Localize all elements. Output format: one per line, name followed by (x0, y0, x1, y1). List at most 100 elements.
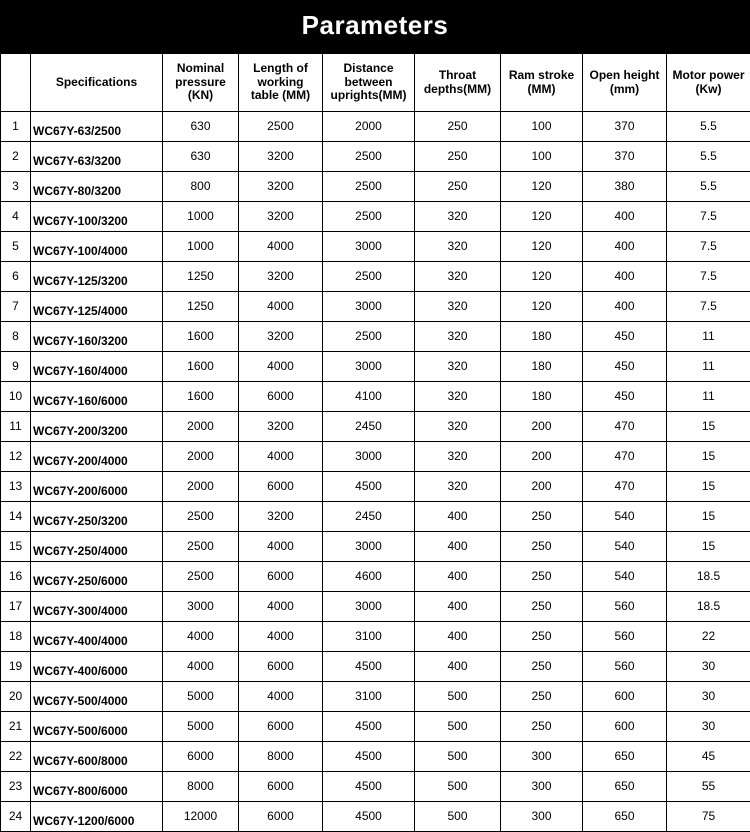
row-value: 15 (667, 412, 750, 442)
row-spec: WC67Y-125/4000 (31, 292, 163, 322)
row-spec: WC67Y-200/3200 (31, 412, 163, 442)
row-value: 320 (415, 292, 501, 322)
row-value: 630 (163, 142, 239, 172)
row-value: 4500 (323, 742, 415, 772)
row-spec: WC67Y-100/4000 (31, 232, 163, 262)
row-value: 540 (583, 562, 667, 592)
row-value: 450 (583, 352, 667, 382)
row-value: 1250 (163, 262, 239, 292)
row-value: 1600 (163, 322, 239, 352)
row-value: 4500 (323, 802, 415, 832)
col-header-throat-depths: Throat depths(MM) (415, 54, 501, 112)
row-index: 23 (1, 772, 31, 802)
row-spec: WC67Y-160/3200 (31, 322, 163, 352)
row-value: 370 (583, 142, 667, 172)
row-value: 500 (415, 682, 501, 712)
row-value: 7.5 (667, 262, 750, 292)
col-header-specifications: Specifications (31, 54, 163, 112)
row-value: 2500 (323, 172, 415, 202)
row-spec: WC67Y-500/4000 (31, 682, 163, 712)
row-value: 400 (583, 232, 667, 262)
row-index: 22 (1, 742, 31, 772)
row-spec: WC67Y-160/4000 (31, 352, 163, 382)
row-value: 4000 (239, 532, 323, 562)
row-value: 320 (415, 262, 501, 292)
row-value: 15 (667, 502, 750, 532)
row-value: 300 (501, 742, 583, 772)
table-row: 11WC67Y-200/320020003200245032020047015 (1, 412, 750, 442)
row-value: 320 (415, 472, 501, 502)
row-value: 5.5 (667, 112, 750, 142)
row-value: 600 (583, 682, 667, 712)
row-value: 4000 (239, 232, 323, 262)
row-value: 6000 (239, 652, 323, 682)
row-value: 3000 (323, 232, 415, 262)
table-head: Specifications Nominal pressure (KN) Len… (1, 54, 750, 112)
row-value: 3200 (239, 502, 323, 532)
row-index: 1 (1, 112, 31, 142)
row-value: 300 (501, 772, 583, 802)
row-value: 6000 (239, 472, 323, 502)
row-value: 3000 (323, 532, 415, 562)
col-header-nominal-pressure: Nominal pressure (KN) (163, 54, 239, 112)
row-index: 2 (1, 142, 31, 172)
row-index: 9 (1, 352, 31, 382)
row-spec: WC67Y-1200/6000 (31, 802, 163, 832)
row-value: 45 (667, 742, 750, 772)
row-value: 2000 (323, 112, 415, 142)
row-index: 7 (1, 292, 31, 322)
row-index: 3 (1, 172, 31, 202)
row-value: 55 (667, 772, 750, 802)
row-value: 400 (415, 652, 501, 682)
row-spec: WC67Y-300/4000 (31, 592, 163, 622)
col-header-working-table-length: Length of working table (MM) (239, 54, 323, 112)
row-value: 250 (501, 532, 583, 562)
row-value: 500 (415, 802, 501, 832)
table-row: 20WC67Y-500/400050004000310050025060030 (1, 682, 750, 712)
row-spec: WC67Y-800/6000 (31, 772, 163, 802)
row-index: 13 (1, 472, 31, 502)
row-value: 630 (163, 112, 239, 142)
row-value: 7.5 (667, 232, 750, 262)
row-value: 2000 (163, 412, 239, 442)
row-value: 6000 (239, 382, 323, 412)
row-value: 5000 (163, 712, 239, 742)
row-value: 30 (667, 712, 750, 742)
row-value: 2500 (323, 202, 415, 232)
row-value: 6000 (163, 742, 239, 772)
row-value: 370 (583, 112, 667, 142)
row-index: 16 (1, 562, 31, 592)
row-value: 180 (501, 382, 583, 412)
row-value: 400 (583, 202, 667, 232)
col-header-motor-power: Motor power (Kw) (667, 54, 750, 112)
row-spec: WC67Y-100/3200 (31, 202, 163, 232)
row-value: 1000 (163, 202, 239, 232)
row-value: 2000 (163, 472, 239, 502)
row-value: 250 (501, 652, 583, 682)
table-row: 2WC67Y-63/3200630320025002501003705.5 (1, 142, 750, 172)
row-index: 17 (1, 592, 31, 622)
table-row: 15WC67Y-250/400025004000300040025054015 (1, 532, 750, 562)
row-value: 250 (501, 502, 583, 532)
row-value: 2500 (163, 502, 239, 532)
row-spec: WC67Y-200/4000 (31, 442, 163, 472)
row-value: 4000 (239, 682, 323, 712)
row-value: 7.5 (667, 202, 750, 232)
row-value: 540 (583, 532, 667, 562)
row-index: 6 (1, 262, 31, 292)
row-value: 15 (667, 442, 750, 472)
row-spec: WC67Y-63/3200 (31, 142, 163, 172)
row-spec: WC67Y-250/4000 (31, 532, 163, 562)
row-value: 450 (583, 322, 667, 352)
row-value: 250 (415, 142, 501, 172)
row-value: 400 (583, 292, 667, 322)
row-value: 250 (501, 682, 583, 712)
row-value: 2500 (163, 532, 239, 562)
row-value: 2450 (323, 412, 415, 442)
row-value: 2450 (323, 502, 415, 532)
table-row: 4WC67Y-100/32001000320025003201204007.5 (1, 202, 750, 232)
row-value: 320 (415, 442, 501, 472)
row-value: 250 (501, 592, 583, 622)
row-value: 400 (415, 592, 501, 622)
row-value: 320 (415, 352, 501, 382)
